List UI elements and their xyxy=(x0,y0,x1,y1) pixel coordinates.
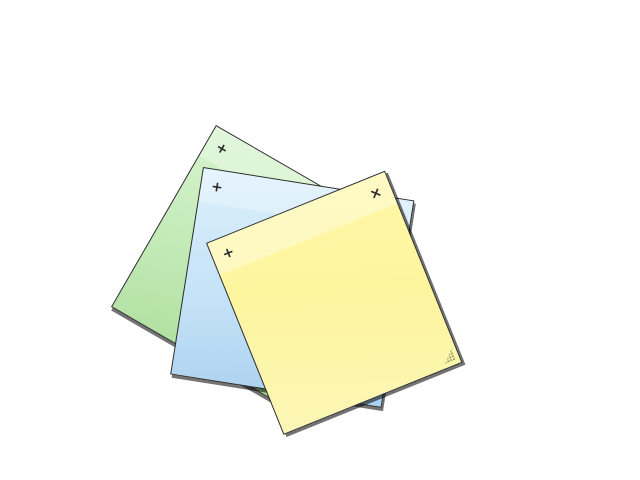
resize-grip-icon[interactable] xyxy=(440,349,456,365)
add-note-button[interactable]: + xyxy=(209,178,225,197)
